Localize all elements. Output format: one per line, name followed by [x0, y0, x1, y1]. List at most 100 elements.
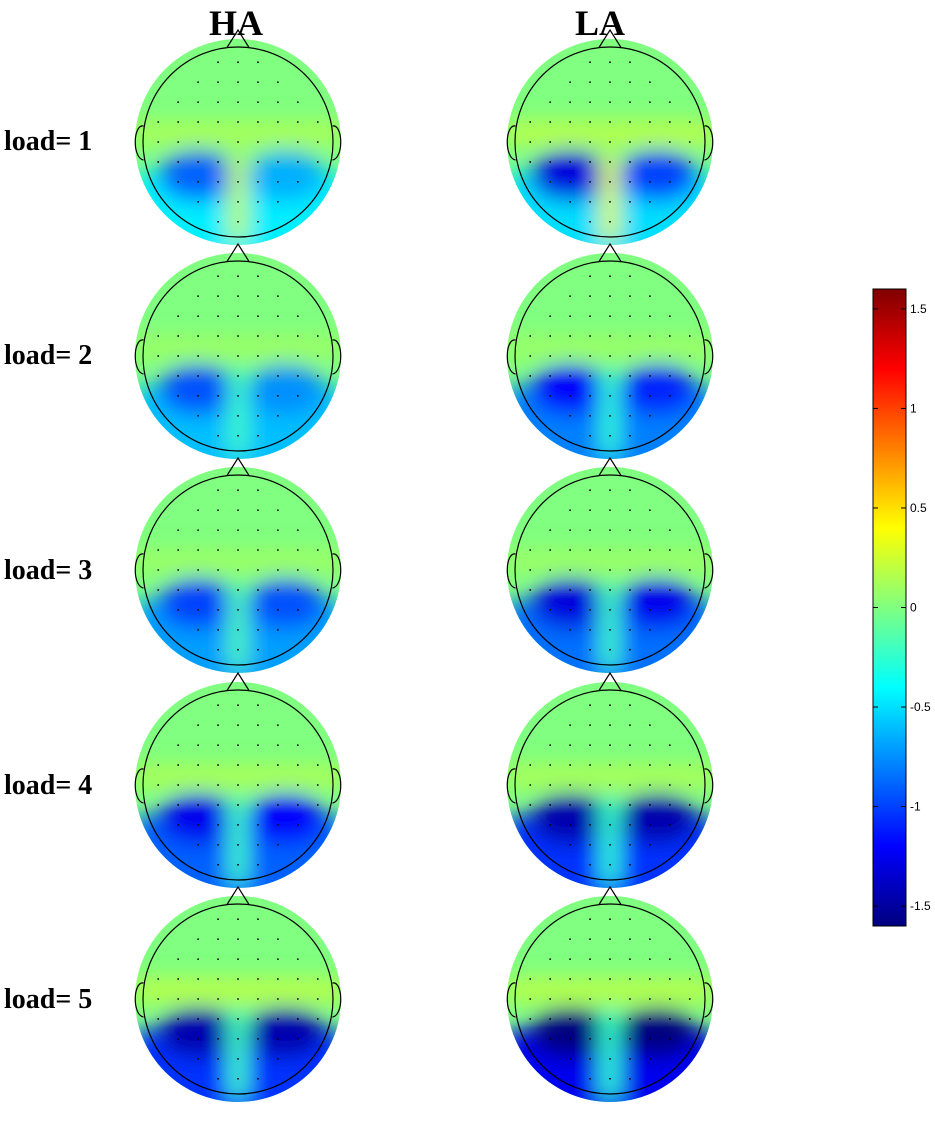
electrodes	[529, 489, 691, 651]
electrode-dot	[629, 509, 631, 512]
field-right-lobe	[617, 1008, 698, 1058]
electrode-dot	[649, 764, 651, 766]
electrode-dot	[649, 161, 651, 163]
electrode-dot	[177, 958, 180, 960]
field-midline	[228, 584, 248, 670]
electrode-dot	[237, 704, 239, 707]
electrode-dot	[529, 589, 532, 591]
electrode-dot	[569, 509, 571, 512]
electrode-dot	[629, 978, 631, 980]
right-ear-outline	[704, 982, 714, 1018]
electrode-dot	[589, 395, 591, 397]
field-right-lobe	[617, 794, 698, 844]
electrode-dot	[589, 220, 591, 223]
row-label-load-2: load= 2	[4, 340, 93, 371]
electrode-dot	[688, 569, 691, 571]
electrode-dot	[257, 161, 259, 163]
electrode-dot	[609, 918, 611, 921]
electrode-dot	[688, 1018, 691, 1020]
electrode-dot	[589, 628, 591, 631]
electrode-dot	[649, 181, 651, 183]
electrode-dot	[589, 414, 591, 417]
electrode-dot	[197, 81, 200, 84]
electrode-dot	[629, 724, 631, 727]
electrode-dot	[609, 804, 611, 806]
electrode-dot	[668, 1018, 671, 1020]
electrode-dot	[197, 744, 200, 746]
electrode-dot	[629, 569, 631, 571]
electrode-dot	[237, 1018, 239, 1020]
colorbar-tick-label: -1	[910, 800, 921, 814]
electrode-dot	[277, 938, 279, 941]
electrode-dot	[157, 569, 160, 571]
electrode-dot	[649, 744, 651, 746]
electrode-dot	[237, 628, 239, 631]
electrode-dot	[549, 335, 552, 337]
electrode-dot	[257, 355, 259, 357]
electrode-dot	[257, 958, 259, 960]
electrode-dot	[649, 978, 651, 980]
electrode-dot	[589, 1018, 591, 1020]
electrode-dot	[569, 1018, 571, 1020]
electrode-dot	[177, 978, 180, 980]
electrode-dot	[237, 121, 239, 123]
electrodes	[157, 918, 319, 1080]
field-midline	[228, 1013, 248, 1099]
electrode-dot	[277, 141, 279, 143]
electrode-dot	[257, 998, 259, 1000]
field-central-band	[135, 337, 341, 358]
electrode-dot	[629, 628, 631, 631]
electrode-dot	[217, 704, 219, 707]
electrode-dot	[316, 121, 319, 123]
electrode-dot	[277, 628, 279, 631]
electrode-dot	[609, 335, 611, 337]
electrode-dot	[316, 998, 319, 1000]
electrode-dot	[257, 1057, 259, 1060]
electrode-dot	[277, 804, 279, 806]
electrode-dot	[649, 315, 651, 317]
electrode-dot	[217, 489, 219, 492]
electrode-dot	[217, 220, 219, 223]
electrode-dot	[217, 200, 219, 203]
field-left-lobe	[530, 1008, 610, 1058]
electrodes	[157, 275, 319, 437]
electrode-dot	[668, 958, 671, 960]
electrode-dot	[609, 315, 611, 317]
electrode-dot	[569, 804, 571, 806]
electrode-dot	[649, 569, 651, 571]
electrode-dot	[177, 355, 180, 357]
electrode-dot	[237, 295, 239, 298]
electrode-dot	[589, 509, 591, 512]
electrode-dot	[569, 121, 571, 123]
electrode-dot	[217, 764, 219, 766]
electrode-dot	[569, 200, 571, 203]
field-central-band	[507, 337, 713, 358]
head-outline	[514, 903, 706, 1095]
head-outline	[142, 46, 334, 238]
electrode-dot	[589, 744, 591, 746]
electrode-dot	[217, 121, 219, 123]
electrode-dot	[217, 161, 219, 163]
electrode-dot	[197, 509, 200, 512]
electrode-dot	[569, 843, 571, 846]
head-outline	[142, 474, 334, 666]
electrode-dot	[569, 414, 571, 417]
electrode-dot	[569, 938, 571, 941]
electrode-dot	[217, 938, 219, 941]
electrode-dot	[569, 101, 571, 103]
electrode-dot	[649, 998, 651, 1000]
electrode-dot	[197, 414, 200, 417]
electrode-dot	[589, 61, 591, 64]
right-ear-outline	[332, 125, 342, 161]
electrode-dot	[277, 549, 279, 551]
electrode-dot	[589, 1077, 591, 1080]
electrode-dot	[237, 804, 239, 806]
electrode-dot	[589, 804, 591, 806]
electrode-dot	[589, 1038, 591, 1040]
nose-outline	[598, 28, 622, 48]
electrode-dot	[649, 1018, 651, 1020]
electrode-dot	[177, 784, 180, 786]
electrode-dot	[177, 764, 180, 766]
head-outline	[514, 260, 706, 452]
electrode-dot	[277, 414, 279, 417]
